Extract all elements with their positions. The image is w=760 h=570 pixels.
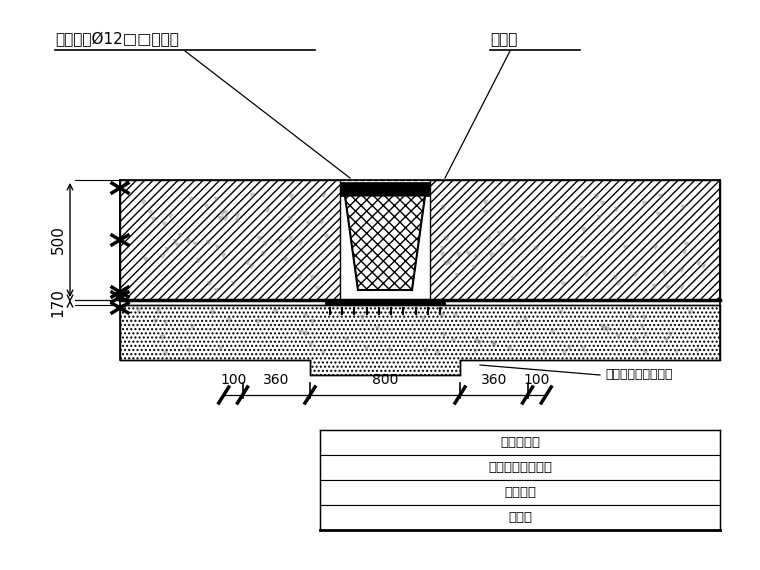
Text: 铅丝网: 铅丝网 <box>490 32 518 47</box>
Text: 砼垫层: 砼垫层 <box>508 511 532 524</box>
Polygon shape <box>120 305 720 375</box>
Text: 360: 360 <box>263 373 290 387</box>
Polygon shape <box>120 180 340 300</box>
Text: 防水卷材: 防水卷材 <box>504 486 536 499</box>
Text: 800: 800 <box>372 373 398 387</box>
Bar <box>340 182 430 196</box>
Polygon shape <box>430 180 720 300</box>
Text: 100: 100 <box>524 373 550 387</box>
Text: 附加双向Ø12□□型盖筋: 附加双向Ø12□□型盖筋 <box>55 32 179 47</box>
Text: 混凝土底板: 混凝土底板 <box>500 436 540 449</box>
Polygon shape <box>345 196 425 290</box>
Bar <box>320 430 720 455</box>
Text: 先浇与底板同标号砼: 先浇与底板同标号砼 <box>605 368 673 381</box>
Bar <box>320 480 720 505</box>
Text: 外贴式橡胶止水带: 外贴式橡胶止水带 <box>488 461 552 474</box>
Text: 500: 500 <box>50 226 65 254</box>
Text: 100: 100 <box>220 373 246 387</box>
Bar <box>325 300 445 308</box>
Bar <box>320 505 720 530</box>
Text: 360: 360 <box>480 373 507 387</box>
Bar <box>320 455 720 480</box>
Text: 170: 170 <box>50 288 65 317</box>
